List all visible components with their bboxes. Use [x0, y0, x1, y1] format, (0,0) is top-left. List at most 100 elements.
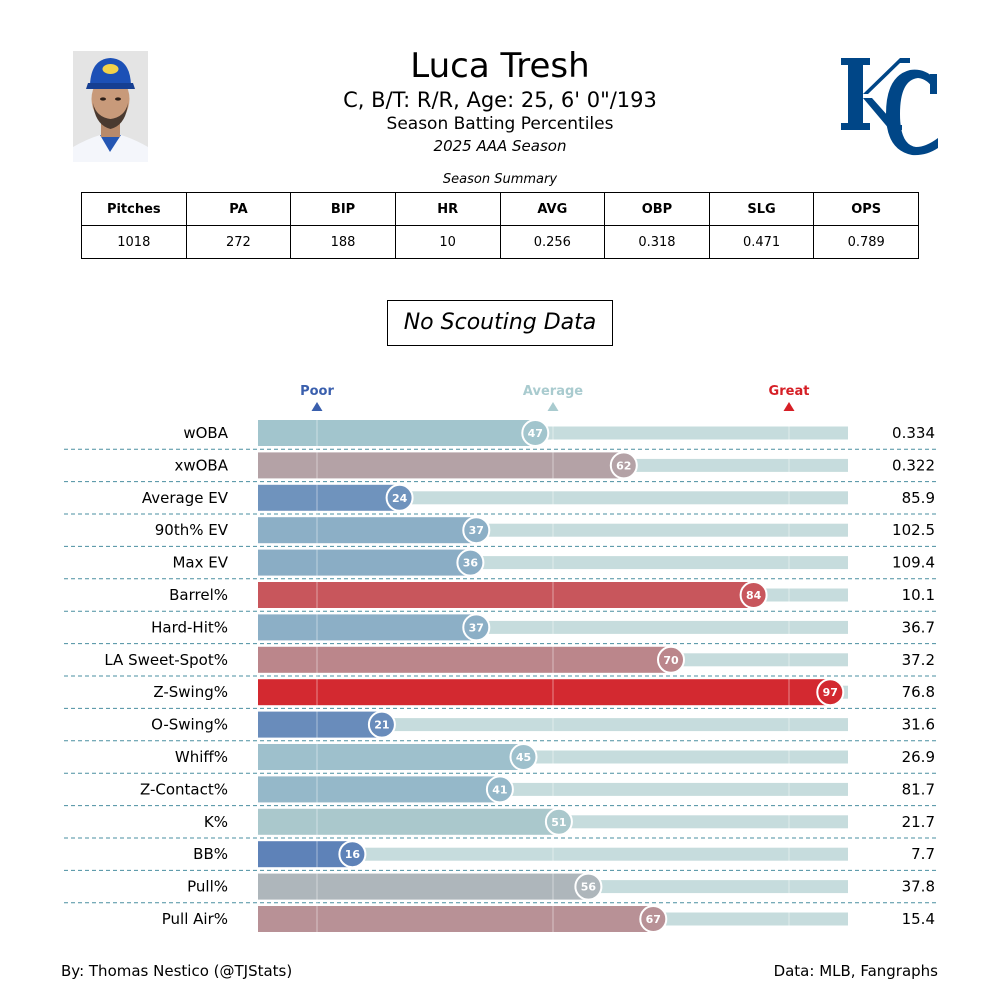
footer-credit: By: Thomas Nestico (@TJStats): [61, 962, 293, 980]
team-logo: [841, 58, 938, 156]
percentile-bar: [258, 452, 624, 479]
scale-marker-triangle: [547, 402, 559, 411]
percentile-label: 97: [823, 686, 838, 699]
metric-value: 76.8: [902, 683, 935, 701]
percentile-label: 51: [551, 816, 566, 829]
percentile-bar: [258, 841, 353, 868]
percentile-bar: [258, 646, 671, 673]
percentile-dot: [816, 678, 845, 707]
metric-label: LA Sweet-Spot%: [104, 651, 228, 669]
metric-label: Barrel%: [169, 586, 228, 604]
metric-label: xwOBA: [174, 456, 228, 474]
metric-label: Z-Contact%: [140, 780, 228, 798]
percentile-label: 56: [581, 881, 597, 894]
metric-label: Whiff%: [175, 748, 228, 766]
percentile-bar: [258, 906, 654, 932]
metric-value: 10.1: [902, 586, 935, 604]
percentile-label: 70: [663, 654, 679, 667]
chart-subtitle: Season Batting Percentiles: [386, 114, 614, 134]
percentile-dot: [485, 775, 514, 804]
metric-label: Pull Air%: [162, 910, 228, 928]
percentile-dot: [367, 710, 396, 739]
percentile-dot: [574, 872, 603, 901]
bar-track: [258, 718, 848, 732]
summary-header-cell: HR: [394, 192, 501, 226]
percentile-dot: [385, 483, 414, 512]
metric-label: K%: [204, 813, 228, 831]
percentile-bar: [258, 549, 471, 576]
percentile-dot: [521, 419, 550, 447]
metric-value: 0.334: [892, 424, 935, 442]
metric-value: 0.322: [892, 456, 935, 474]
percentile-bar: [258, 873, 589, 900]
percentile-dot: [657, 645, 685, 674]
metric-label: Average EV: [142, 489, 229, 507]
percentile-bar: [258, 517, 477, 544]
footer-source: Data: MLB, Fangraphs: [773, 962, 938, 980]
percentile-bar: [258, 484, 400, 511]
percentile-label: 45: [516, 751, 531, 764]
player-bio: C, B/T: R/R, Age: 25, 6' 0"/193: [343, 88, 657, 112]
percentile-bar: [258, 711, 382, 738]
summary-value-cell: 0.789: [813, 225, 919, 259]
season-summary-table: Pitches PA BIP HR AVG OBP SLG OPS 1018 2…: [81, 192, 919, 259]
metric-value: 37.8: [902, 878, 935, 896]
percentile-label: 37: [469, 621, 484, 634]
summary-title: Season Summary: [442, 172, 558, 187]
metric-value: 37.2: [902, 651, 935, 669]
percentile-bar: [258, 808, 559, 835]
percentile-label: 84: [746, 589, 762, 602]
percentile-dot: [338, 840, 367, 869]
metric-value: 85.9: [902, 489, 935, 507]
percentile-label: 62: [616, 459, 631, 472]
metric-value: 36.7: [902, 618, 935, 636]
metric-value: 102.5: [892, 521, 935, 539]
summary-value-cell: 1018: [81, 225, 187, 259]
summary-value-cell: 188: [290, 225, 396, 259]
metric-value: 31.6: [902, 716, 935, 734]
percentile-label: 16: [345, 848, 361, 861]
percentile-dot: [544, 807, 573, 836]
scale-marker-triangle: [783, 402, 795, 411]
metric-label: O-Swing%: [151, 716, 228, 734]
percentile-bar: [258, 420, 536, 446]
percentile-bar: [258, 614, 477, 641]
bar-track: [258, 847, 848, 861]
percentile-dot: [462, 613, 491, 642]
metric-label: Max EV: [172, 554, 228, 572]
summary-value-cell: 272: [185, 225, 292, 259]
summary-value-cell: 0.471: [708, 225, 815, 259]
summary-value-cell: 0.318: [604, 225, 710, 259]
metric-value: 7.7: [911, 845, 935, 863]
percentile-dot: [509, 743, 538, 771]
scale-marker-label: Poor: [300, 384, 334, 399]
scale-marker-label: Great: [769, 384, 810, 399]
metric-label: Hard-Hit%: [151, 618, 228, 636]
metric-label: wOBA: [183, 424, 228, 442]
metric-label: Pull%: [187, 878, 228, 896]
percentile-label: 24: [392, 492, 408, 505]
percentile-dot: [462, 516, 491, 545]
player-name: Luca Tresh: [410, 46, 590, 86]
percentile-dot: [456, 548, 485, 577]
percentile-label: 36: [463, 557, 479, 570]
metric-label: BB%: [193, 845, 228, 863]
percentile-dot: [739, 581, 768, 609]
scale-marker-label: Average: [523, 384, 583, 399]
scale-marker-triangle: [311, 402, 323, 411]
summary-header-cell: Pitches: [81, 192, 187, 226]
percentile-label: 41: [492, 783, 507, 796]
metric-value: 81.7: [902, 780, 935, 798]
percentile-bar: [258, 679, 831, 706]
season-label: 2025 AAA Season: [433, 137, 567, 155]
summary-header-cell: AVG: [499, 192, 606, 226]
percentile-bar: [258, 744, 524, 770]
percentile-label: 67: [646, 913, 661, 926]
percentile-dot: [609, 451, 638, 480]
metric-label: 90th% EV: [155, 521, 229, 539]
percentile-label: 47: [528, 427, 543, 440]
percentile-label: 37: [469, 524, 484, 537]
summary-value-row: 1018 272 188 10 0.256 0.318 0.471 0.789: [81, 225, 919, 259]
metric-value: 26.9: [902, 748, 935, 766]
